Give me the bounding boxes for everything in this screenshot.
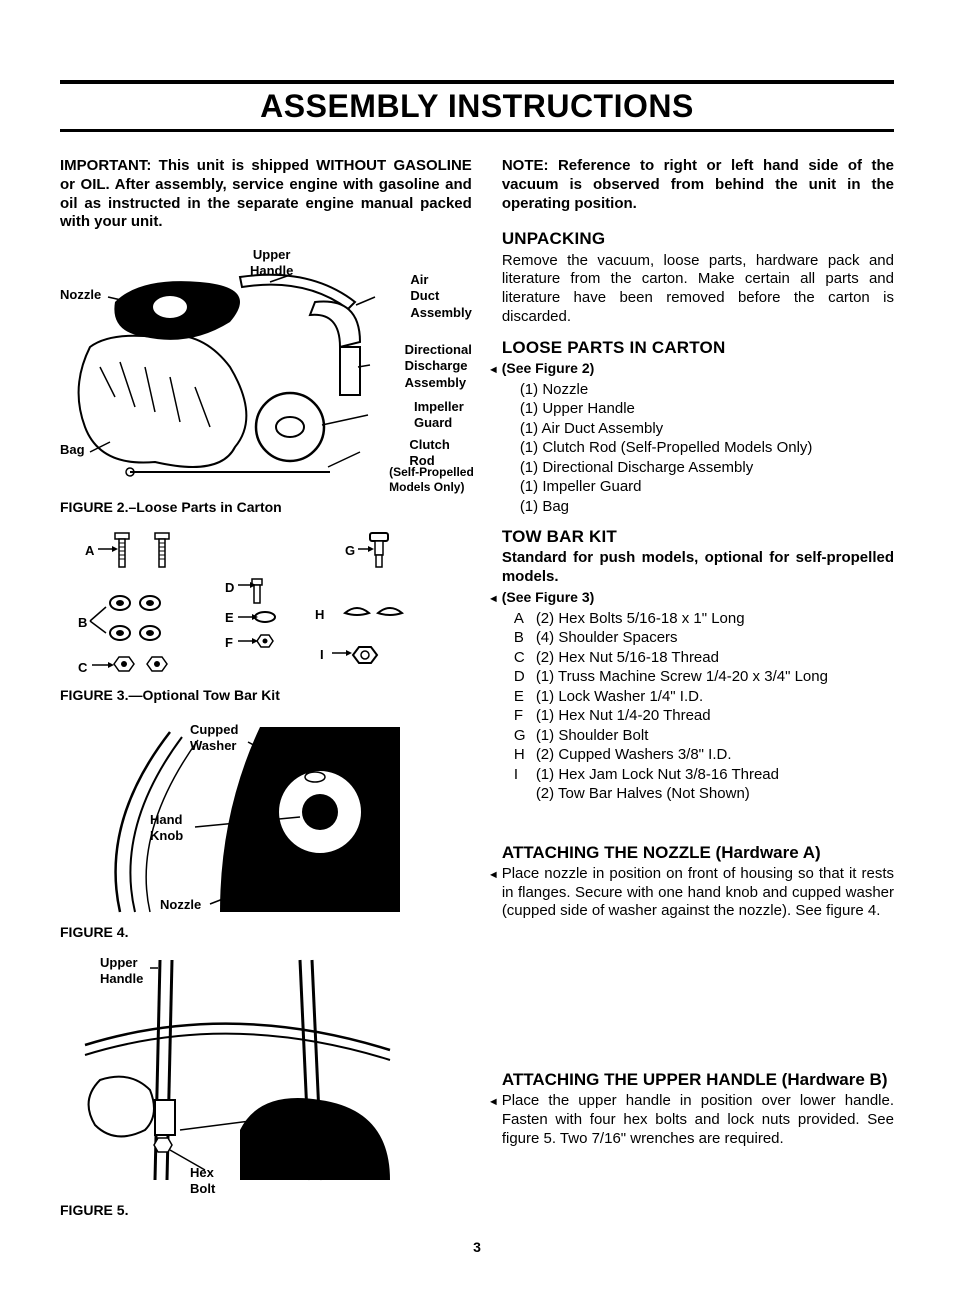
nozzle-head: ATTACHING THE NOZZLE (Hardware A): [502, 842, 894, 863]
kit-item: A(2) Hex Bolts 5/16-18 x 1" Long: [514, 609, 894, 629]
unpacking-body: Remove the vacuum, loose parts, hardware…: [502, 252, 894, 327]
figure-5-caption: FIGURE 5.: [60, 1202, 472, 1220]
kit-item: F(1) Hex Nut 1/4-20 Thread: [514, 706, 894, 726]
note-text: NOTE: Reference to right or left hand si…: [502, 157, 894, 213]
loose-item: (1) Impeller Guard: [520, 477, 894, 497]
loose-item: (1) Bag: [520, 497, 894, 517]
figure-3-caption: FIGURE 3.—Optional Tow Bar Kit: [60, 687, 472, 705]
loose-item: (1) Nozzle: [520, 380, 894, 400]
tow-see-ref: (See Figure 3): [502, 589, 894, 607]
loose-item: (1) Directional Discharge Assembly: [520, 458, 894, 478]
loose-item: (1) Upper Handle: [520, 399, 894, 419]
kit-item: E(1) Lock Washer 1/4" I.D.: [514, 687, 894, 707]
figure-3: A B C D E F G H I: [60, 525, 472, 705]
loose-see-ref: (See Figure 2): [502, 360, 894, 378]
kit-item: C(2) Hex Nut 5/16-18 Thread: [514, 648, 894, 668]
loose-item: (1) Air Duct Assembly: [520, 419, 894, 439]
upper-handle-body: Place the upper handle in position over …: [502, 1092, 894, 1148]
tow-kit-list: A(2) Hex Bolts 5/16-18 x 1" LongB(4) Sho…: [514, 609, 894, 804]
kit-item: B(4) Shoulder Spacers: [514, 628, 894, 648]
page-number: 3: [60, 1239, 894, 1255]
figure-5: Upper Handle Lock Nut Hex Bolt: [60, 950, 472, 1220]
loose-parts-list: (1) Nozzle(1) Upper Handle(1) Air Duct A…: [520, 380, 894, 517]
page-title: ASSEMBLY INSTRUCTIONS: [60, 86, 894, 127]
loose-item: (1) Clutch Rod (Self-Propelled Models On…: [520, 438, 894, 458]
tow-bar-sub: Standard for push models, optional for s…: [502, 549, 894, 587]
nozzle-body: Place nozzle in position on front of hou…: [502, 865, 894, 921]
figure-4-caption: FIGURE 4.: [60, 924, 472, 942]
loose-parts-head: LOOSE PARTS IN CARTON: [502, 337, 894, 358]
figure-2: Nozzle Upper Handle Air Duct Assembly Di…: [60, 247, 472, 517]
tow-bar-head: TOW BAR KIT: [502, 526, 894, 547]
figure-2-caption: FIGURE 2.–Loose Parts in Carton: [60, 499, 472, 517]
figure-4: Cupped Washer Hand Knob Nozzle: [60, 712, 472, 942]
kit-item: I(1) Hex Jam Lock Nut 3/8-16 Thread: [514, 765, 894, 785]
unpacking-head: UNPACKING: [502, 228, 894, 249]
kit-item: (2) Tow Bar Halves (Not Shown): [514, 784, 894, 804]
kit-item: D(1) Truss Machine Screw 1/4-20 x 3/4" L…: [514, 667, 894, 687]
upper-handle-head: ATTACHING THE UPPER HANDLE (Hardware B): [502, 1069, 894, 1090]
important-note: IMPORTANT: This unit is shipped WITHOUT …: [60, 157, 472, 232]
kit-item: G(1) Shoulder Bolt: [514, 726, 894, 746]
kit-item: H(2) Cupped Washers 3/8" I.D.: [514, 745, 894, 765]
